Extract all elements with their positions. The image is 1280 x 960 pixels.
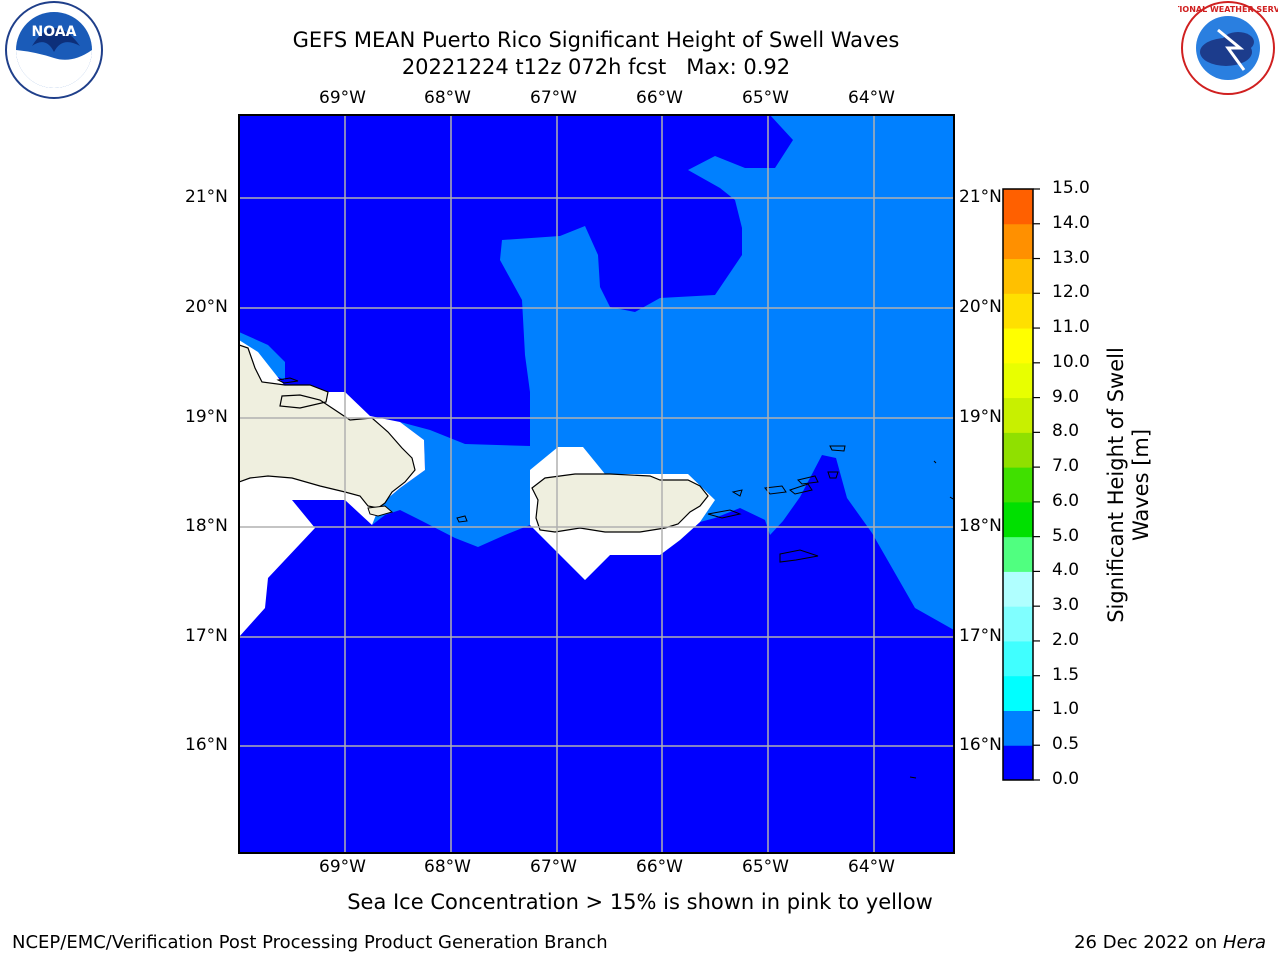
colorbar-tick-label: 0.0: [1052, 769, 1080, 789]
footer-date: 26 Dec 2022 on Hera: [1074, 932, 1266, 953]
colorbar-tick-label: 10.0: [1052, 351, 1090, 372]
land-hispaniola: [239, 344, 416, 509]
lon-label-bottom: 64°W: [848, 857, 895, 877]
map-frame: [238, 114, 955, 854]
lon-label-bottom: 65°W: [742, 857, 789, 877]
colorbar-band: [1003, 745, 1033, 781]
colorbar-title-line2: Waves [m]: [1129, 428, 1153, 542]
swell-band-0.5-1.0: [372, 115, 954, 630]
land-anegada: [829, 445, 846, 452]
map-subtitle-run: 20221224 t12z 072h fcst Max: 0.92: [401, 55, 791, 79]
land-tortola: [797, 475, 819, 485]
lon-label-bottom: 66°W: [636, 857, 683, 877]
lat-label-left: 17°N: [185, 626, 228, 646]
colorbar-tick-label: 2.0: [1052, 629, 1080, 650]
colorbar-band: [1003, 536, 1033, 572]
lon-label-top: 64°W: [848, 88, 895, 108]
colorbar-band: [1003, 606, 1033, 642]
colorbar-tick-label: 1.0: [1052, 699, 1080, 720]
land-mona-island: [456, 515, 468, 523]
colorbar-band: [1003, 362, 1033, 399]
lat-label-left: 21°N: [185, 187, 228, 207]
footer-date-text: 26 Dec 2022 on: [1074, 932, 1223, 953]
lat-label-right: 20°N: [959, 297, 1002, 317]
noaa-logo-text: NOAA: [32, 24, 77, 40]
lat-label-right: 16°N: [959, 735, 1002, 755]
colorbar-frame: [1002, 188, 1034, 781]
colorbar-tick-label: 13.0: [1052, 247, 1090, 268]
lon-label-top: 67°W: [530, 88, 577, 108]
colorbar-tick-label: 8.0: [1052, 421, 1080, 442]
land-vieques: [707, 509, 742, 519]
land-virgin-gorda: [827, 471, 839, 479]
lat-label-right: 19°N: [959, 407, 1002, 427]
colorbar-band: [1003, 258, 1033, 294]
colorbar-band: [1003, 640, 1033, 677]
land-anguilla: [933, 460, 937, 464]
footer-host: Hera: [1222, 932, 1266, 953]
colorbar-band: [1003, 328, 1033, 364]
lat-label-right: 17°N: [959, 626, 1002, 646]
land-st-croix: [779, 549, 819, 563]
lat-label-left: 19°N: [185, 407, 228, 427]
colorbar-tick-label: 1.5: [1052, 664, 1080, 685]
colorbar-band: [1003, 675, 1033, 711]
lon-label-top: 68°W: [424, 88, 471, 108]
colorbar-title-line1: Significant Height of Swell: [1104, 347, 1128, 623]
land-tortuga: [276, 377, 299, 384]
colorbar-tick-label: 15.0: [1052, 178, 1090, 198]
lon-label-top: 65°W: [742, 88, 789, 108]
lat-label-left: 16°N: [185, 735, 228, 755]
map-gridlines: [239, 115, 954, 853]
colorbar-tick-label: 0.5: [1052, 734, 1080, 755]
lat-label-right: 18°N: [959, 516, 1002, 536]
lon-label-top: 66°W: [636, 88, 683, 108]
colorbar-title: Significant Height of Swell Waves [m]: [1104, 347, 1154, 623]
colorbar-tick-label: 6.0: [1052, 490, 1080, 511]
colorbar-band: [1003, 432, 1033, 468]
lon-label-bottom: 69°W: [319, 857, 366, 877]
land-reef: [909, 776, 917, 779]
colorbar-tick-label: 9.0: [1052, 386, 1080, 407]
land-culebra: [731, 489, 743, 497]
land-st-barts: [949, 496, 954, 500]
colorbar-band: [1003, 189, 1033, 225]
land-puerto-rico: [531, 473, 709, 533]
colorbar-tick-label: 12.0: [1052, 282, 1090, 303]
land-hispaniola-tip: [367, 505, 394, 517]
swell-band-0.5-1.0-west: [239, 332, 285, 380]
land-st-john: [788, 483, 813, 495]
colorbar-band: [1003, 467, 1033, 503]
colorbar-band: [1003, 397, 1033, 433]
colorbar-tick-label: 14.0: [1052, 212, 1090, 233]
colorbar-band: [1003, 293, 1033, 329]
lat-label-left: 18°N: [185, 516, 228, 536]
nws-logo-icon: NATIONAL WEATHER SERVICE: [1178, 1, 1278, 95]
lat-label-left: 20°N: [185, 297, 228, 317]
noaa-logo-icon: NOAA: [5, 1, 103, 99]
colorbar-band: [1003, 571, 1033, 607]
nws-logo-text: NATIONAL WEATHER SERVICE: [1178, 5, 1278, 14]
colorbar-tick-label: 11.0: [1052, 317, 1090, 338]
colorbar-tick-label: 4.0: [1052, 560, 1080, 581]
colorbar-band: [1003, 223, 1033, 260]
colorbar-band: [1003, 710, 1033, 746]
sea-ice-note: Sea Ice Concentration > 15% is shown in …: [347, 890, 933, 914]
lon-label-top: 69°W: [319, 88, 366, 108]
colorbar-tick-label: 5.0: [1052, 525, 1080, 546]
lon-label-bottom: 68°W: [424, 857, 471, 877]
lat-label-right: 21°N: [959, 187, 1002, 207]
colorbar-tick-label: 7.0: [1052, 456, 1080, 477]
colorbar-tick-label: 3.0: [1052, 595, 1080, 616]
colorbar-band: [1003, 501, 1033, 538]
lon-label-bottom: 67°W: [530, 857, 577, 877]
footer-branch: NCEP/EMC/Verification Post Processing Pr…: [12, 932, 608, 953]
map-title: GEFS MEAN Puerto Rico Significant Height…: [292, 28, 900, 52]
